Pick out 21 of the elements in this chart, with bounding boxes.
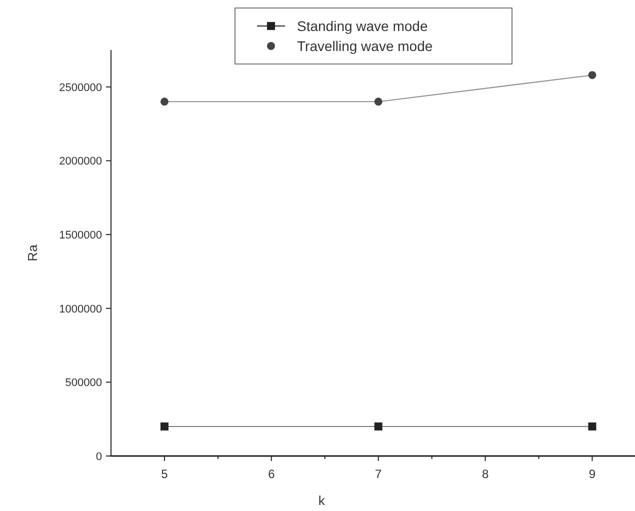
y-tick-label: 0 <box>96 451 102 463</box>
point <box>160 98 168 106</box>
y-tick-label: 1500000 <box>59 230 102 242</box>
x-tick-label: 8 <box>482 467 489 481</box>
x-tick-label: 5 <box>161 467 168 481</box>
point <box>160 422 168 430</box>
legend-label: Travelling wave mode <box>297 38 433 54</box>
point <box>374 98 382 106</box>
x-tick-label: 9 <box>588 467 596 481</box>
point <box>588 71 596 80</box>
y-axis-title: Ra <box>25 244 40 262</box>
point <box>588 422 596 430</box>
legend-label: Standing wave mode <box>297 18 428 34</box>
x-axis-title: k <box>318 493 326 508</box>
x-tick-label: 6 <box>268 467 276 481</box>
y-tick-label: 2500000 <box>59 82 102 94</box>
y-tick-label: 2000000 <box>59 156 102 168</box>
y-tick-label: 500000 <box>65 377 102 390</box>
point <box>374 422 382 430</box>
y-tick-label: 1000000 <box>59 303 102 316</box>
x-tick-label: 7 <box>375 467 382 481</box>
